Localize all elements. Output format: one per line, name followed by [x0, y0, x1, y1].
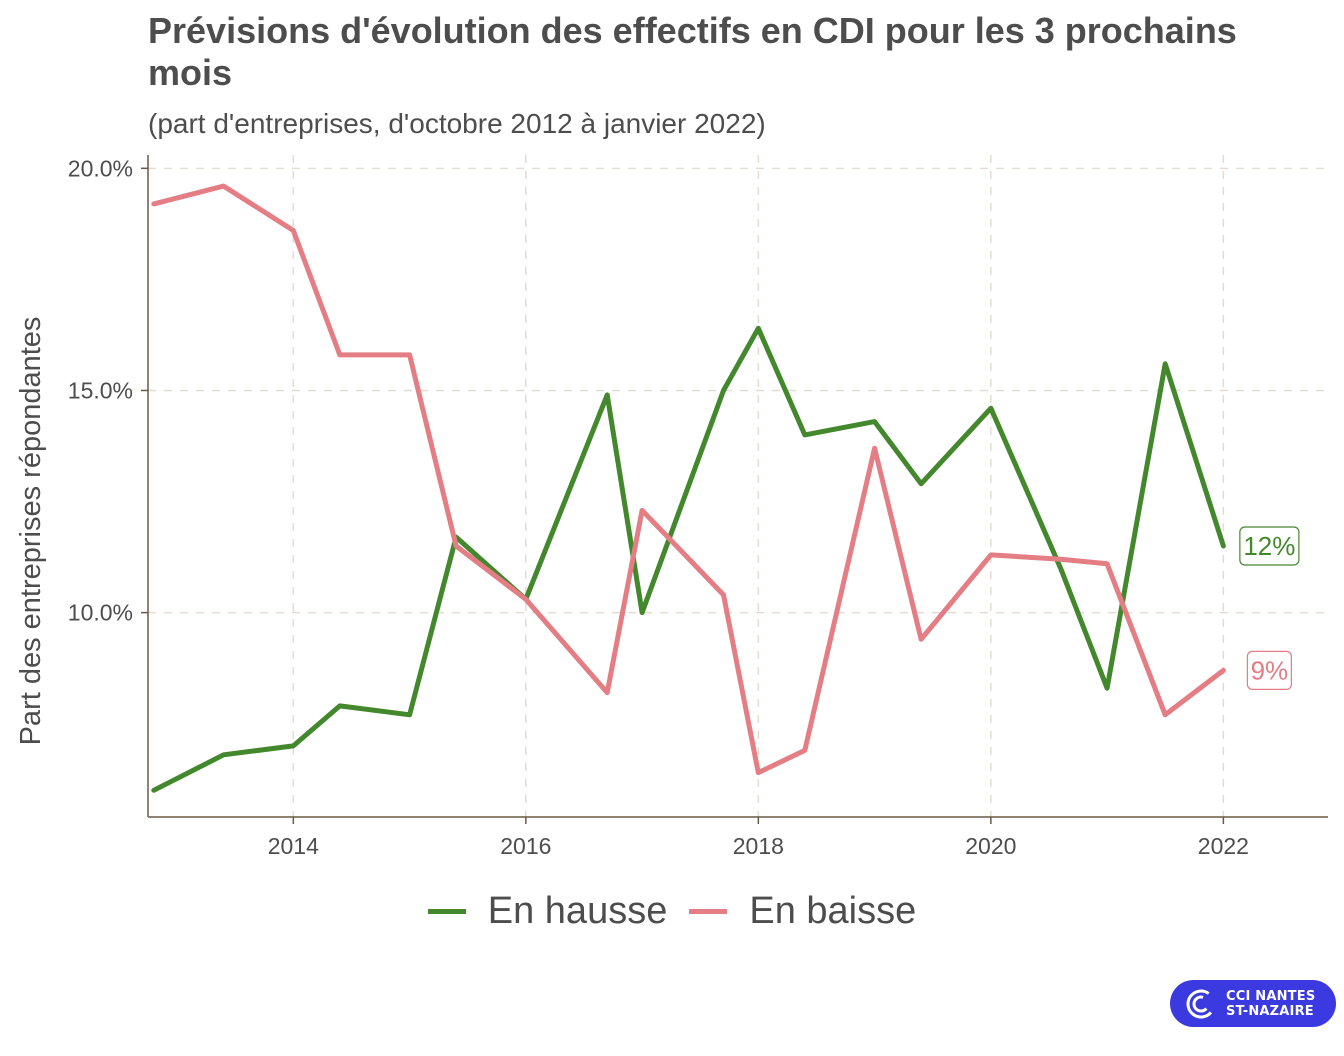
y-axis-title: Part des entreprises répondantes	[15, 317, 47, 746]
series-line-en-baisse	[151, 183, 1226, 776]
cci-logo-text: CCI NANTES ST-NAZAIRE	[1226, 989, 1315, 1019]
end-label-en-hausse: 12%	[1243, 531, 1295, 561]
axis-ticks: 2014 2016 2018 2020 2022 10.0% 15.0% 20.0%	[68, 155, 1249, 859]
chart-title: Prévisions d'évolution des effectifs en …	[148, 10, 1237, 93]
logo-line-1: CCI NANTES	[1226, 988, 1316, 1004]
legend-key-en-baisse	[689, 909, 728, 914]
legend-label-en-baisse: En baisse	[749, 890, 917, 932]
grid-lines	[148, 155, 1328, 817]
legend-item-en-baisse: En baisse	[689, 890, 916, 933]
end-labels: 12% 9%	[1239, 526, 1300, 690]
end-label-box-en-baisse	[1246, 650, 1292, 690]
line-chart: 2014 2016 2018 2020 2022 10.0% 15.0% 20.0% 12% 9…	[15, 155, 1328, 859]
x-tick-label: 2014	[268, 833, 319, 859]
x-tick-label: 2016	[500, 833, 551, 859]
end-label-box-en-hausse	[1239, 526, 1300, 566]
chart-subtitle: (part d'entreprises, d'octobre 2012 à ja…	[148, 108, 766, 139]
legend-item-en-hausse: En hausse	[427, 890, 668, 933]
cci-logo-icon	[1186, 989, 1216, 1018]
legend-key-en-hausse	[427, 909, 466, 914]
legend-label-en-hausse: En hausse	[487, 890, 668, 932]
x-tick-label: 2020	[965, 833, 1016, 859]
end-label-en-baisse: 9%	[1251, 655, 1289, 685]
series-line-en-hausse	[151, 325, 1226, 793]
legend: En hausse En baisse	[0, 890, 1344, 933]
logo-line-2: ST-NAZAIRE	[1226, 1003, 1314, 1019]
series-layer	[151, 183, 1226, 793]
y-tick-label: 15.0%	[68, 377, 133, 403]
x-tick-label: 2018	[733, 833, 784, 859]
y-tick-label: 10.0%	[68, 600, 133, 626]
cci-logo: CCI NANTES ST-NAZAIRE	[1170, 980, 1336, 1027]
y-tick-label: 20.0%	[68, 155, 133, 181]
x-tick-label: 2022	[1198, 833, 1249, 859]
